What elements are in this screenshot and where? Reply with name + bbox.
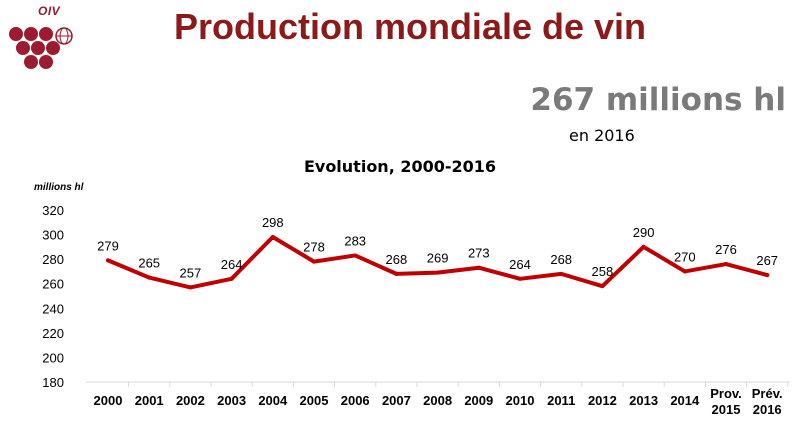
y-tick-label: 200 (42, 350, 64, 365)
data-label: 279 (97, 238, 119, 253)
data-point (641, 244, 646, 249)
data-point (435, 270, 440, 275)
data-point (476, 265, 481, 270)
data-point (559, 271, 564, 276)
y-tick-label: 300 (42, 228, 64, 243)
x-tick-label: 2012 (588, 393, 617, 408)
logo-grape (46, 41, 60, 55)
logo-grape (9, 27, 23, 41)
data-label: 283 (344, 233, 366, 248)
x-tick-label: 2010 (506, 393, 535, 408)
globe-latitude (59, 27, 69, 45)
y-tick-label: 260 (42, 277, 64, 292)
headline-subtitle: en 2016 (569, 126, 635, 145)
x-tick-label: 2005 (300, 393, 329, 408)
x-tick-label: 2007 (382, 393, 411, 408)
y-tick-label: 320 (42, 203, 64, 218)
y-axis-ticks: 180 200 220 240 260 280 300 320 (42, 203, 64, 390)
x-tick-label: 2001 (135, 393, 164, 408)
data-point (270, 235, 275, 240)
data-point (106, 258, 110, 263)
x-tick-label: 2014 (670, 393, 700, 408)
logo-grape (16, 41, 30, 55)
logo-grape (39, 27, 53, 41)
data-label: 270 (674, 249, 696, 264)
data-label: 276 (715, 242, 737, 257)
chart-title: Evolution, 2000-2016 (304, 157, 496, 176)
data-point (394, 271, 399, 276)
data-label: 257 (180, 265, 202, 280)
data-point (724, 262, 728, 267)
data-point (312, 259, 316, 264)
data-label: 258 (592, 264, 614, 279)
data-label: 298 (262, 215, 284, 230)
data-label: 278 (303, 240, 325, 255)
x-tick-label: 2016 (753, 402, 782, 417)
x-tick-label: 2003 (217, 393, 246, 408)
x-tick-label: 2006 (341, 393, 370, 408)
data-label: 290 (633, 225, 655, 240)
data-label: 268 (386, 252, 408, 267)
x-tick-label: 2011 (547, 393, 575, 408)
x-tick-label: 2013 (629, 393, 658, 408)
y-tick-label: 180 (42, 375, 64, 390)
y-tick-label: 220 (42, 326, 64, 341)
y-tick-label: 280 (42, 252, 64, 267)
data-point (518, 276, 522, 281)
data-label: 273 (468, 246, 490, 261)
data-point (600, 284, 605, 289)
logo-grape (24, 27, 38, 41)
data-labels: 279 265 257 264 298 278 283 268 269 273 264 268 258 2… (97, 215, 778, 280)
data-point (353, 253, 358, 258)
data-point (147, 275, 152, 280)
x-tick-label: 2000 (94, 393, 123, 408)
data-label: 265 (138, 256, 160, 271)
page-title: Production mondiale de vin (173, 6, 647, 47)
x-tick-label: 2002 (176, 393, 205, 408)
data-label: 267 (756, 253, 778, 268)
y-tick-label: 240 (42, 301, 64, 316)
x-tick-label: 2015 (712, 402, 741, 417)
logo-grape (24, 55, 38, 69)
data-label: 268 (550, 252, 572, 267)
data-point (682, 269, 687, 274)
data-point (188, 285, 193, 290)
data-points (106, 235, 770, 290)
x-tick-label: Prov. (710, 386, 742, 401)
x-tick-label: Prév. (752, 386, 783, 401)
x-tick-label: 2009 (464, 393, 493, 408)
x-tick-label: 2004 (258, 393, 288, 408)
logo-grape (31, 41, 45, 55)
data-label: 264 (509, 257, 531, 272)
logo-text: OIV (38, 4, 61, 18)
x-axis-ticks: 2000 2001 2002 2003 2004 2005 2006 2007 2008 2009… (94, 382, 789, 417)
data-label: 269 (427, 251, 449, 266)
data-label: 264 (221, 257, 243, 272)
oiv-logo (9, 27, 73, 69)
data-point (229, 276, 234, 281)
y-axis-unit-label: millions hl (34, 182, 84, 193)
data-point (765, 273, 770, 278)
headline-value: 267 millions hl (530, 82, 786, 118)
x-tick-label: 2008 (423, 393, 452, 408)
logo-grape (39, 55, 53, 69)
